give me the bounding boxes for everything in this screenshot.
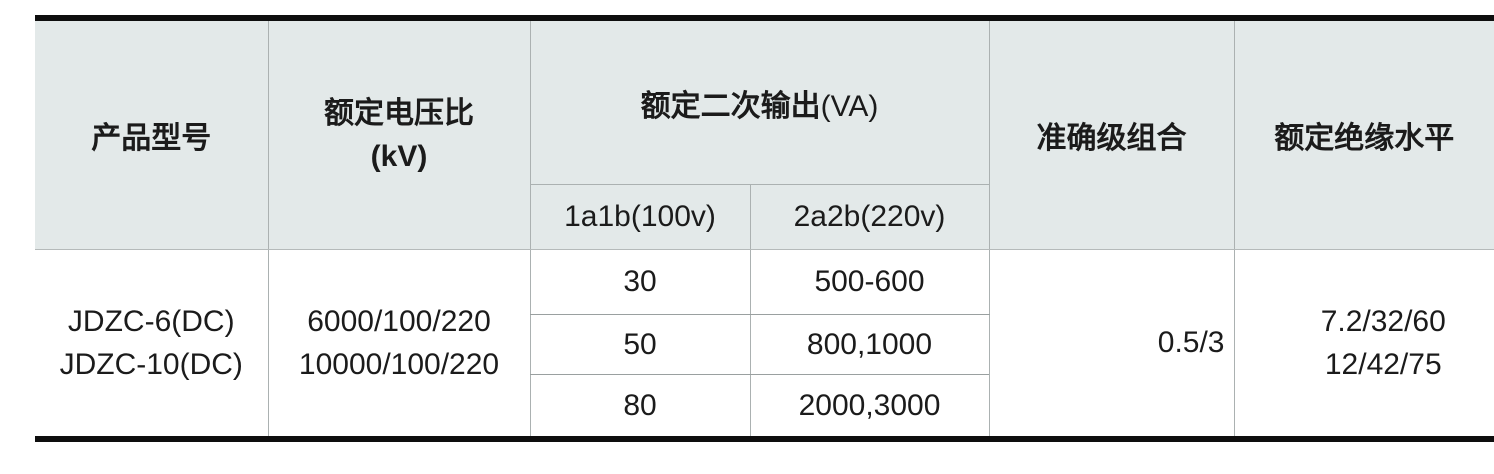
cell-insulation-levels: 7.2/32/60 12/42/75 [1234,250,1494,440]
col-header-insulation-level: 额定绝缘水平 [1234,18,1494,250]
table-header: 产品型号 额定电压比 (kV) 额定二次输出(VA) 准确级组合 额定绝缘水平 … [35,18,1494,250]
col-header-voltage-ratio-line1: 额定电压比 [269,92,530,135]
cell-accuracy-class: 0.5/3 [989,250,1234,440]
col-header-product-model: 产品型号 [35,18,268,250]
header-row-main: 产品型号 额定电压比 (kV) 额定二次输出(VA) 准确级组合 额定绝缘水平 [35,18,1494,185]
cell-output-220v: 500-600 [750,250,989,315]
cell-product-models: JDZC-6(DC) JDZC-10(DC) [35,250,268,440]
col-subheader-1a1b-100v: 1a1b(100v) [530,185,750,250]
product-model-value: JDZC-6(DC) [35,300,268,343]
cell-output-100v: 30 [530,250,750,315]
col-header-voltage-ratio-line2: (kV) [269,135,530,178]
cell-output-100v: 50 [530,315,750,375]
cell-voltage-ratios: 6000/100/220 10000/100/220 [268,250,530,440]
col-header-voltage-ratio: 额定电压比 (kV) [268,18,530,250]
col-subheader-2a2b-220v: 2a2b(220v) [750,185,989,250]
table-body: JDZC-6(DC) JDZC-10(DC) 6000/100/220 1000… [35,250,1494,440]
cell-output-220v: 800,1000 [750,315,989,375]
col-header-secondary-output-label: 额定二次输出 [641,90,821,123]
col-header-secondary-output-unit: (VA) [821,90,879,123]
insulation-level-value: 12/42/75 [1273,343,1494,386]
cell-output-220v: 2000,3000 [750,375,989,440]
col-header-accuracy-class: 准确级组合 [989,18,1234,250]
cell-output-100v: 80 [530,375,750,440]
product-model-value: JDZC-10(DC) [35,343,268,386]
product-spec-table: 产品型号 额定电压比 (kV) 额定二次输出(VA) 准确级组合 额定绝缘水平 … [35,15,1494,442]
voltage-ratio-value: 10000/100/220 [269,343,530,386]
voltage-ratio-value: 6000/100/220 [269,300,530,343]
table-row-output-30: JDZC-6(DC) JDZC-10(DC) 6000/100/220 1000… [35,250,1494,315]
col-header-secondary-output: 额定二次输出(VA) [530,18,989,185]
insulation-level-value: 7.2/32/60 [1273,300,1494,343]
